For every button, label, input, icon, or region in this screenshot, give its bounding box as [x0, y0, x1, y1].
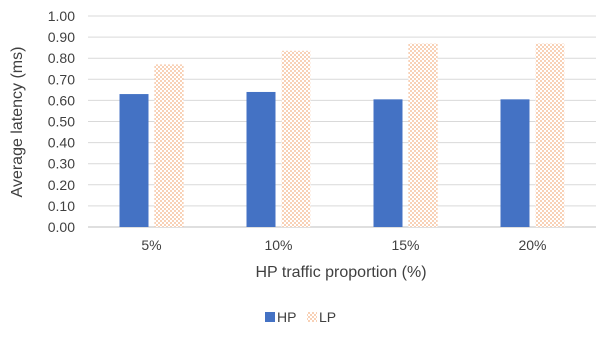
legend-swatch-lp: [307, 312, 317, 322]
bars: [119, 43, 565, 228]
y-tick-label: 0.30: [48, 156, 75, 172]
bar-hp: [373, 99, 403, 227]
x-axis-title: HP traffic proportion (%): [255, 264, 426, 281]
bar-lp: [281, 50, 311, 227]
y-tick-label: 0.00: [48, 219, 75, 235]
y-tick-label: 0.80: [48, 50, 75, 66]
legend-swatch-hp: [265, 312, 275, 322]
x-tick-labels: 5% 10% 15% 20%: [141, 237, 546, 253]
legend-label-hp: HP: [277, 309, 296, 325]
bar-lp: [408, 43, 438, 228]
y-axis-title: Average latency (ms): [9, 47, 26, 198]
y-tick-label: 0.90: [48, 29, 75, 45]
x-tick-label: 10%: [264, 237, 292, 253]
bar-lp: [154, 64, 184, 227]
y-tick-label: 0.70: [48, 71, 75, 87]
y-tick-label: 0.50: [48, 114, 75, 130]
bar-lp: [535, 43, 565, 228]
y-tick-label: 0.40: [48, 135, 75, 151]
y-tick-label: 0.20: [48, 177, 75, 193]
legend: HP LP: [265, 309, 336, 325]
x-tick-label: 20%: [518, 237, 546, 253]
bar-hp: [246, 91, 276, 228]
y-tick-label: 0.10: [48, 198, 75, 214]
bar-hp: [119, 94, 149, 227]
y-tick-labels: 0.00 0.10 0.20 0.30 0.40 0.50 0.60 0.70 0.80 0.90…: [48, 8, 75, 235]
legend-label-lp: LP: [319, 309, 336, 325]
bar-hp: [500, 99, 530, 227]
x-tick-label: 5%: [141, 237, 161, 253]
y-tick-label: 0.60: [48, 92, 75, 108]
x-tick-label: 15%: [391, 237, 419, 253]
y-tick-label: 1.00: [48, 8, 75, 24]
